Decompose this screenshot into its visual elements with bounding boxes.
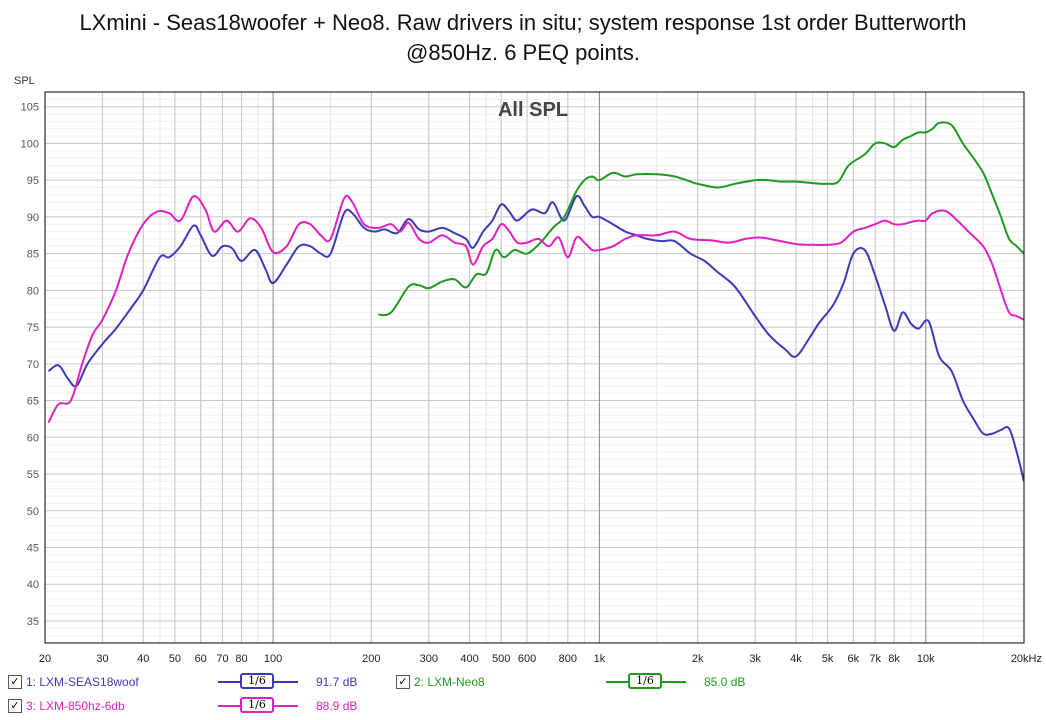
x-tick-label: 5k [822, 653, 834, 665]
x-tick-label: 600 [518, 653, 536, 665]
x-tick-label: 50 [169, 653, 181, 665]
plot-area [44, 91, 1025, 644]
y-tick-label: 75 [27, 322, 39, 334]
x-tick-label: 2k [692, 653, 704, 665]
plot-border [44, 91, 1025, 644]
y-tick-label: 65 [27, 396, 39, 408]
x-tick-label: 30 [96, 653, 108, 665]
x-tick-label: 70 [216, 653, 228, 665]
legend-value-2: 85.0 dB [704, 675, 746, 689]
x-tick-label: 10k [917, 653, 935, 665]
legend-smoothing-box-3: 1/6 [240, 697, 274, 713]
x-tick-label: 200 [362, 653, 380, 665]
x-tick-label: 40 [137, 653, 149, 665]
y-tick-label: 95 [27, 175, 39, 187]
series-line-1 [47, 194, 1024, 482]
legend-row-2: ✓ 3: LXM-850hz-6db 1/6 88.9 dB [0, 696, 1046, 716]
legend-label-3: 3: LXM-850hz-6db [26, 699, 125, 713]
x-tick-label: 100 [264, 653, 282, 665]
legend-smoothing-box-1: 1/6 [240, 673, 274, 689]
x-tick-label: 8k [888, 653, 900, 665]
legend-smoothing-3[interactable]: 1/6 [218, 696, 298, 716]
y-tick-label: 90 [27, 212, 39, 224]
x-tick-label: 500 [492, 653, 510, 665]
legend-smoothing-box-2: 1/6 [628, 673, 662, 689]
legend-value-1: 91.7 dB [316, 675, 358, 689]
legend-item-3[interactable]: ✓ 3: LXM-850hz-6db [8, 696, 125, 716]
chart-inner-title: All SPL [498, 99, 568, 121]
x-tick-label: 60 [195, 653, 207, 665]
x-tick-label: 400 [460, 653, 478, 665]
x-tick-label: 20kHz [1011, 653, 1042, 665]
legend-smoothing-1[interactable]: 1/6 [218, 672, 298, 692]
legend-row-1: ✓ 1: LXM-SEAS18woof 1/6 91.7 dB ✓ 2: LXM… [0, 672, 1046, 692]
y-tick-label: 35 [27, 616, 39, 628]
legend-checkbox-3[interactable]: ✓ [8, 699, 22, 713]
x-tick-label: 3k [749, 653, 761, 665]
series-line-3 [47, 194, 1024, 424]
x-tick-label: 6k [848, 653, 860, 665]
series-line-2 [378, 121, 1024, 317]
y-tick-label: 40 [27, 579, 39, 591]
x-tick-label: 800 [559, 653, 577, 665]
x-tick-label: 300 [420, 653, 438, 665]
y-tick-label: 80 [27, 285, 39, 297]
legend-label-2: 2: LXM-Neo8 [414, 675, 485, 689]
legend-checkbox-2[interactable]: ✓ [396, 675, 410, 689]
y-axis-label: SPL [14, 75, 35, 87]
chart-title-line-1: LXmini - Seas18woofer + Neo8. Raw driver… [79, 10, 967, 35]
y-tick-label: 55 [27, 469, 39, 481]
y-tick-label: 60 [27, 432, 39, 444]
y-tick-label: 85 [27, 249, 39, 261]
legend-checkbox-1[interactable]: ✓ [8, 675, 22, 689]
y-tick-label: 100 [21, 138, 39, 150]
x-tick-label: 1k [594, 653, 606, 665]
legend-smoothing-2[interactable]: 1/6 [606, 672, 686, 692]
x-tick-label: 80 [235, 653, 247, 665]
chart-title-block: LXmini - Seas18woofer + Neo8. Raw driver… [0, 8, 1046, 68]
x-tick-label: 4k [790, 653, 802, 665]
legend-label-1: 1: LXM-SEAS18woof [26, 675, 139, 689]
x-tick-label: 7k [869, 653, 881, 665]
y-tick-label: 50 [27, 506, 39, 518]
y-tick-label: 45 [27, 542, 39, 554]
legend-item-1[interactable]: ✓ 1: LXM-SEAS18woof [8, 672, 139, 692]
y-tick-label: 70 [27, 359, 39, 371]
legend-value-3: 88.9 dB [316, 699, 358, 713]
x-tick-label: 20 [39, 653, 51, 665]
chart-title-line-2: @850Hz. 6 PEQ points. [406, 40, 640, 65]
legend-item-2[interactable]: ✓ 2: LXM-Neo8 [396, 672, 485, 692]
y-tick-label: 105 [21, 102, 39, 114]
